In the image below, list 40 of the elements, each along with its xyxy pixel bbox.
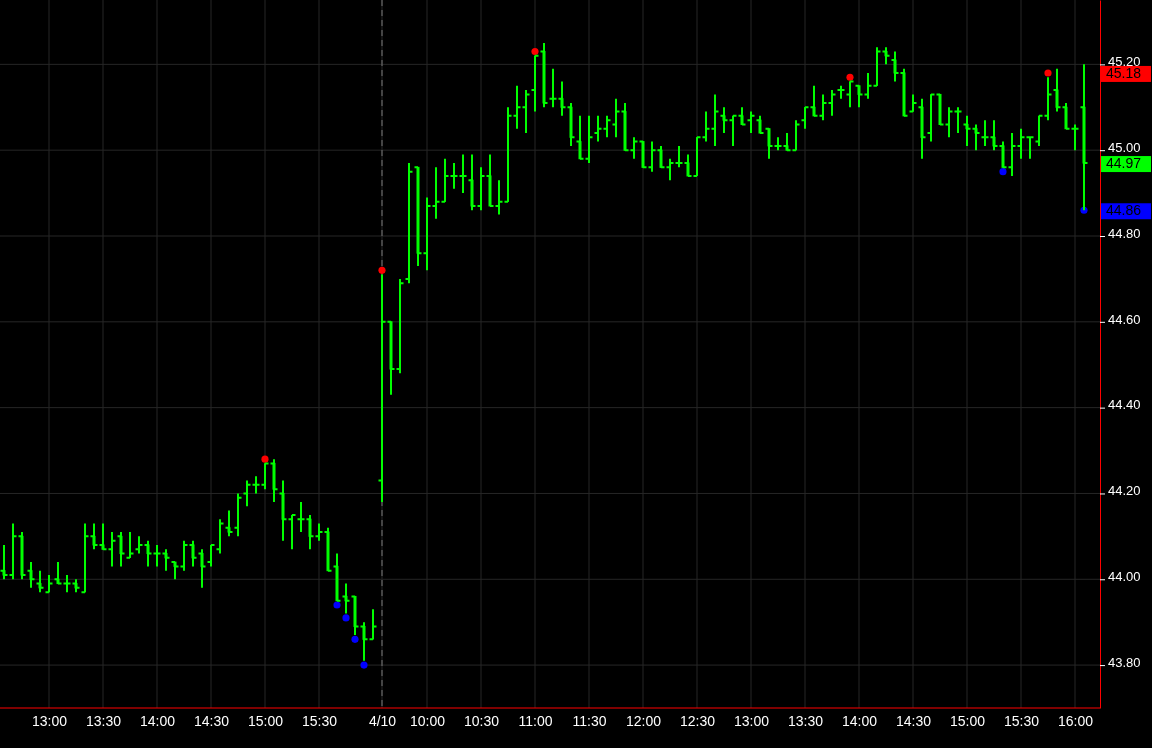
point — [342, 614, 350, 622]
y-tick-label: 45.00 — [1108, 139, 1141, 155]
x-tick-label: 15:30 — [1003, 713, 1040, 730]
point — [999, 168, 1007, 176]
x-tick-label: 14:00 — [841, 713, 878, 730]
x-tick-label: 14:30 — [895, 713, 932, 730]
text: 44.86 — [1106, 202, 1142, 219]
point — [333, 601, 341, 609]
y-tick-label: 44.60 — [1108, 311, 1141, 327]
x-tick-label: 11:00 — [518, 713, 553, 730]
point — [846, 73, 854, 81]
y-tick-label: 44.80 — [1108, 225, 1141, 241]
x-tick-label: 10:00 — [409, 713, 446, 730]
x-tick-label: 10:30 — [463, 713, 500, 730]
point — [378, 266, 386, 274]
y-tick-label: 44.00 — [1108, 569, 1141, 585]
point — [1044, 69, 1052, 77]
x-tick-label: 15:30 — [301, 713, 338, 730]
y-tick-label: 43.80 — [1108, 654, 1141, 670]
x-tick-label: 14:00 — [139, 713, 176, 730]
point — [351, 635, 359, 643]
x-tick-label: 4/10 — [368, 713, 397, 730]
x-tick-label: 12:00 — [625, 713, 662, 730]
x-tick-label: 15:00 — [949, 713, 986, 730]
x-tick-label: 14:30 — [193, 713, 230, 730]
x-tick-label: 11:30 — [572, 713, 607, 730]
y-tick-label: 44.40 — [1108, 397, 1141, 413]
x-tick-label: 13:00 — [31, 713, 68, 730]
x-tick-label: 13:30 — [787, 713, 824, 730]
point — [531, 47, 539, 56]
point — [360, 661, 368, 669]
x-tick-label: 15:00 — [247, 713, 284, 730]
text: 44.97 — [1106, 155, 1142, 172]
x-tick-label: 13:30 — [85, 713, 122, 730]
x-tick-label: 16:00 — [1057, 713, 1094, 730]
y-tick-label: 44.20 — [1108, 483, 1141, 499]
point — [1080, 206, 1088, 214]
point — [261, 455, 269, 463]
x-tick-label: 12:30 — [679, 713, 716, 730]
x-tick-label: 13:00 — [733, 713, 770, 730]
